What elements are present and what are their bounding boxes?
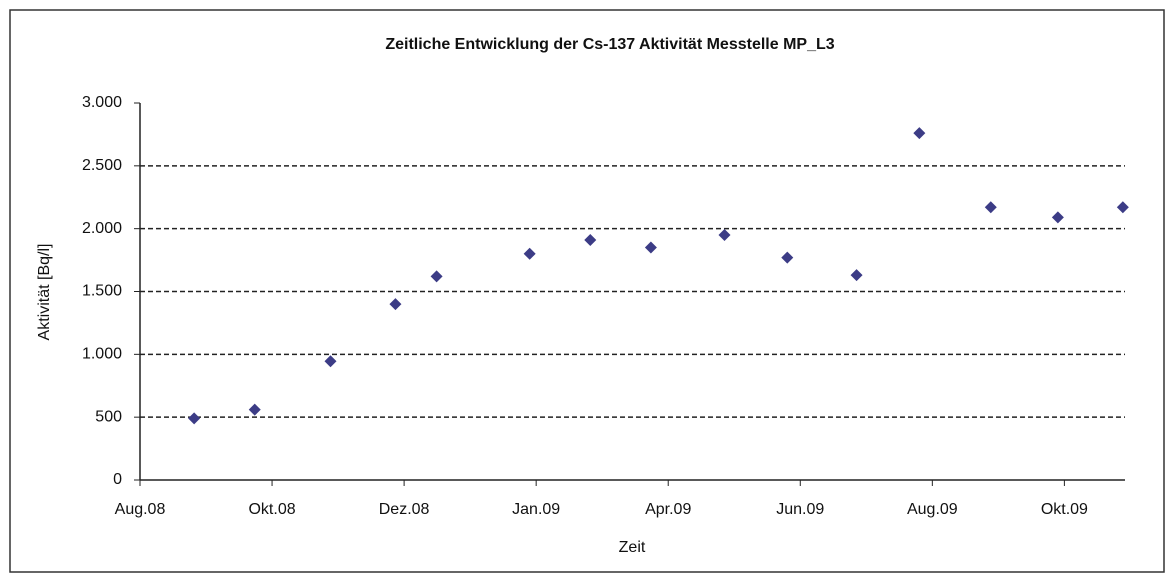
data-point xyxy=(324,355,337,368)
chart-border xyxy=(9,9,1165,573)
chart-title: Zeitliche Entwicklung der Cs-137 Aktivit… xyxy=(385,36,834,53)
data-point xyxy=(644,241,657,254)
y-tick-label: 1.000 xyxy=(82,346,122,363)
x-tick-label: Aug.08 xyxy=(115,501,166,518)
x-tick-label: Apr.09 xyxy=(645,501,691,518)
data-point xyxy=(850,269,863,282)
x-tick-label: Okt.08 xyxy=(248,501,295,518)
y-tick-label: 2.000 xyxy=(82,220,122,237)
y-axis-label: Aktivität [Bq/l] xyxy=(36,244,53,341)
data-point xyxy=(188,412,201,425)
data-point xyxy=(913,127,926,140)
data-point xyxy=(781,251,794,264)
data-point xyxy=(1116,201,1129,214)
x-tick-label: Jun.09 xyxy=(776,501,824,518)
x-tick-label: Jan.09 xyxy=(512,501,560,518)
data-point xyxy=(430,270,443,283)
x-tick-label: Okt.09 xyxy=(1041,501,1088,518)
data-point xyxy=(984,201,997,214)
data-point xyxy=(523,247,536,260)
y-tick-label: 0 xyxy=(113,471,122,488)
data-point xyxy=(389,298,402,311)
x-tick-label: Dez.08 xyxy=(379,501,430,518)
y-tick-label: 1.500 xyxy=(82,283,122,300)
y-tick-label: 500 xyxy=(95,408,122,425)
y-tick-label: 3.000 xyxy=(82,94,122,111)
x-tick-label: Aug.09 xyxy=(907,501,958,518)
data-point xyxy=(1051,211,1064,224)
data-point xyxy=(718,228,731,241)
y-tick-label: 2.500 xyxy=(82,157,122,174)
data-point xyxy=(584,233,597,246)
x-axis-label: Zeit xyxy=(619,539,646,556)
data-point xyxy=(248,403,261,416)
